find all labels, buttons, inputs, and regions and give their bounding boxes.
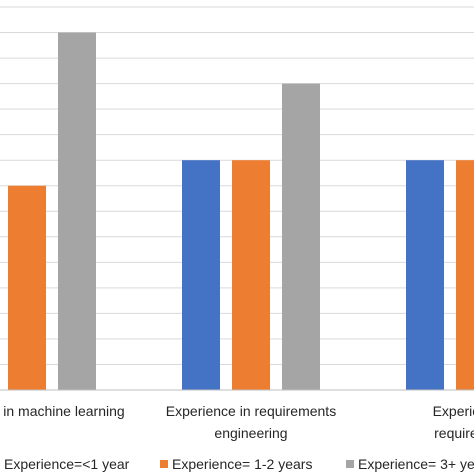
legend-label: Experience= 3+ years — [358, 456, 474, 472]
legend: Experience=<1 year Experience= 1-2 years E… — [4, 456, 474, 472]
legend-swatch — [160, 460, 168, 468]
bar — [282, 83, 320, 390]
bars — [8, 32, 474, 391]
bar — [8, 185, 46, 390]
category-label: Experience in — [433, 403, 474, 419]
category-labels: Experience in machine learning Experience… — [0, 403, 474, 441]
bar — [58, 32, 96, 391]
legend-label: Experience= 1-2 years — [172, 456, 312, 472]
legend-label: Experience=<1 year — [4, 456, 130, 472]
category-label: Experience in requirements — [166, 403, 336, 419]
bar — [182, 160, 220, 390]
category-label: Experience in machine learning — [0, 403, 125, 419]
bar — [456, 160, 474, 390]
category-label: engineering — [214, 425, 287, 441]
legend-swatch — [346, 460, 354, 468]
category-label: requirements — [434, 425, 474, 441]
bar — [406, 160, 444, 390]
bar — [232, 160, 270, 390]
